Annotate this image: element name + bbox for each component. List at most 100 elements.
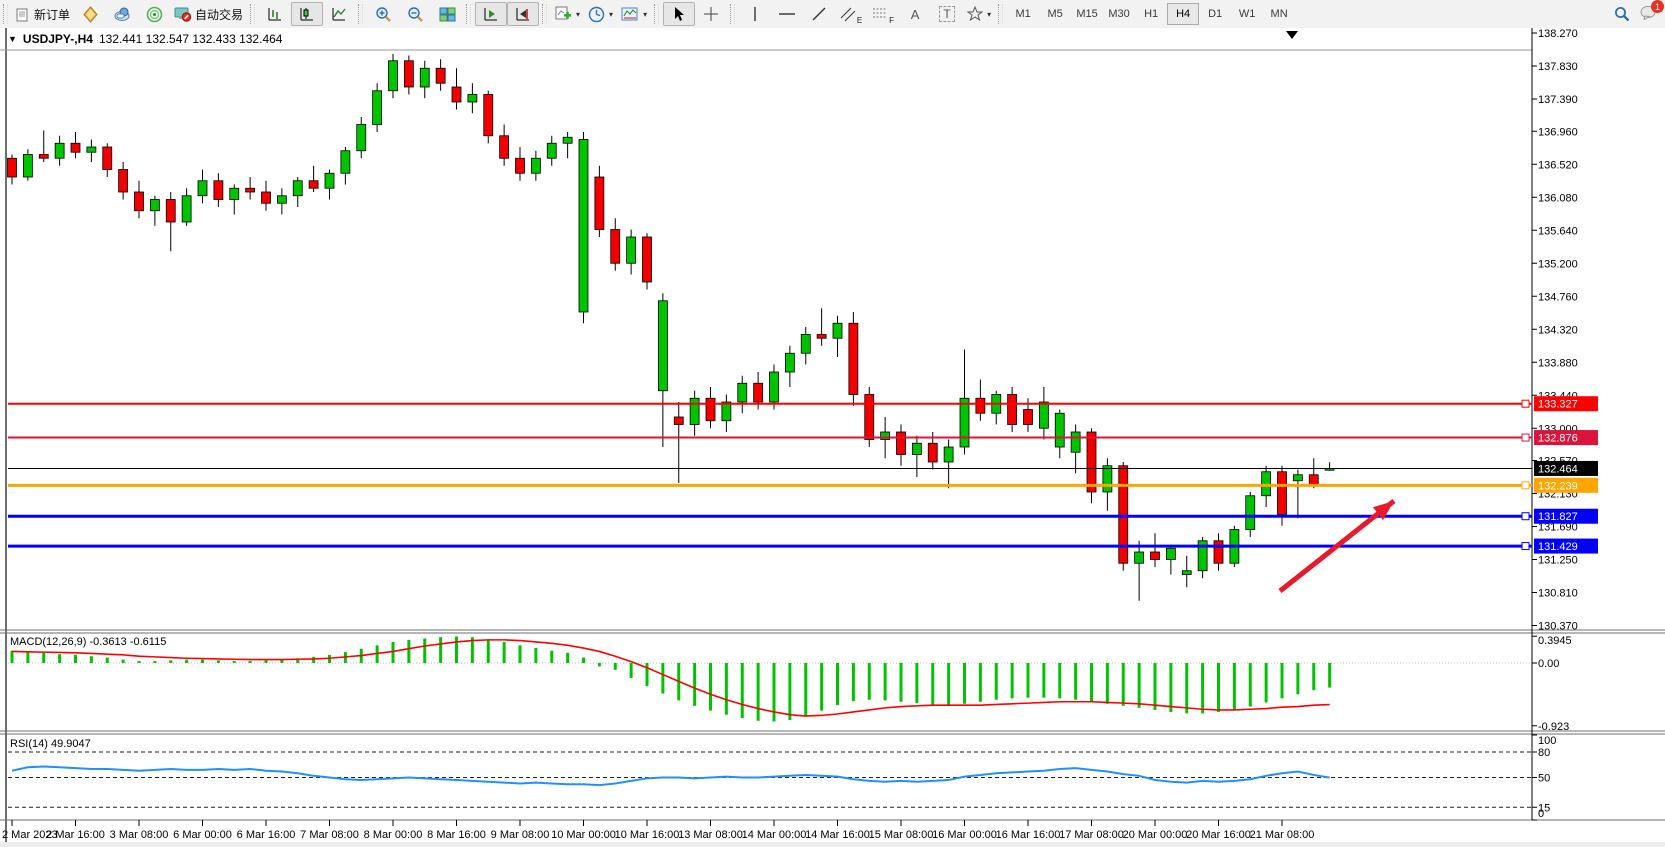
- crosshair-tool-button[interactable]: [695, 2, 727, 26]
- candle-body: [1261, 471, 1272, 497]
- svg-text:131.429: 131.429: [1538, 541, 1578, 553]
- candle-body: [546, 142, 557, 159]
- annotation-arrow[interactable]: [1278, 499, 1396, 593]
- timeframe-m5[interactable]: M5: [1047, 8, 1063, 20]
- new-chart-button[interactable]: ▾: [551, 2, 584, 26]
- fibonacci-tool-button[interactable]: F: [867, 2, 899, 26]
- candle-body: [372, 90, 383, 125]
- line-anchor-handle[interactable]: [1521, 399, 1530, 408]
- vertical-line-tool-button[interactable]: [739, 2, 771, 26]
- text-tool-button[interactable]: A: [899, 2, 931, 26]
- trendline-tool-button[interactable]: [803, 2, 835, 26]
- template-button[interactable]: ▾: [617, 2, 651, 26]
- search-icon[interactable]: [1614, 6, 1630, 22]
- candle-body: [1213, 540, 1224, 564]
- svg-text:2 Mar 16:00: 2 Mar 16:00: [46, 829, 105, 841]
- equidistant-channel-tool-button[interactable]: E: [835, 2, 867, 26]
- market-watch-button[interactable]: [74, 2, 106, 26]
- tile-windows-button[interactable]: [431, 2, 463, 26]
- zoom-in-button[interactable]: [367, 2, 399, 26]
- timeframe-d1[interactable]: D1: [1208, 8, 1223, 20]
- candle-body: [769, 371, 779, 403]
- line-anchor-handle[interactable]: [1521, 481, 1530, 490]
- candle-body: [975, 397, 986, 414]
- toolbar-grip[interactable]: [358, 4, 364, 24]
- candle-body: [7, 157, 17, 178]
- timeframe-h4[interactable]: H4: [1167, 3, 1200, 25]
- candle-body: [54, 142, 65, 159]
- chart-title-bar: ▼ USDJPY-,H4 132.441 132.547 132.433 132…: [8, 32, 282, 46]
- candlestick-mode-button[interactable]: [291, 2, 324, 26]
- line-anchor-handle[interactable]: [1521, 512, 1530, 521]
- period-button[interactable]: ▾: [584, 2, 617, 26]
- svg-text:15: 15: [1538, 802, 1550, 814]
- svg-text:134.320: 134.320: [1538, 324, 1578, 336]
- auto-scroll-icon: [484, 8, 498, 21]
- chart-canvas[interactable]: 138.270 137.830 137.390 136.960 136.520 136.0…: [0, 28, 1665, 847]
- cursor-tool-button[interactable]: [663, 2, 696, 26]
- candle-body: [784, 352, 795, 373]
- template-icon: [621, 7, 638, 20]
- svg-text:80: 80: [1538, 747, 1550, 759]
- channel-icon: [840, 7, 856, 22]
- dropdown-arrow-icon[interactable]: ▾: [576, 9, 581, 19]
- text-label-tool-button[interactable]: T: [931, 2, 963, 26]
- toolbar-grip[interactable]: [998, 4, 1004, 24]
- toolbar-grip[interactable]: [730, 4, 736, 24]
- channel-suffix: E: [856, 16, 863, 25]
- svg-text:137.830: 137.830: [1538, 61, 1578, 73]
- svg-text:134.760: 134.760: [1538, 291, 1578, 303]
- zoom-out-button[interactable]: [399, 2, 431, 26]
- candle-body: [1038, 401, 1049, 429]
- bar-chart-mode-button[interactable]: [259, 2, 291, 26]
- new-order-button[interactable]: 新订单: [12, 2, 74, 26]
- line-anchor-handle[interactable]: [1521, 433, 1530, 442]
- price-level-badge: [1534, 396, 1598, 412]
- dropdown-arrow-icon[interactable]: ▾: [987, 9, 992, 19]
- toolbar-grip[interactable]: [466, 4, 472, 24]
- candle-body: [1197, 540, 1208, 572]
- candle-body: [435, 67, 446, 84]
- dropdown-arrow-icon[interactable]: ▾: [609, 9, 614, 19]
- toolbar-grip[interactable]: [654, 4, 660, 24]
- chart-menu-arrow-icon[interactable]: ▼: [8, 34, 17, 44]
- auto-trading-button[interactable]: 自动交易: [170, 2, 247, 26]
- chart-shift-button[interactable]: [507, 2, 540, 26]
- timeframe-w1[interactable]: W1: [1238, 8, 1256, 20]
- arrows-tool-button[interactable]: ▾: [963, 2, 995, 26]
- candle-body: [308, 180, 319, 189]
- svg-text:136.520: 136.520: [1538, 159, 1578, 171]
- notifications-button[interactable]: 1: [1640, 0, 1664, 23]
- dropdown-arrow-icon[interactable]: ▾: [643, 9, 648, 19]
- toolbar-grip[interactable]: [542, 4, 548, 24]
- toolbar-grip[interactable]: [3, 4, 8, 24]
- auto-scroll-button[interactable]: [475, 2, 508, 26]
- svg-text:0.3945: 0.3945: [1538, 635, 1572, 647]
- timeframe-m15[interactable]: M15: [1076, 8, 1098, 20]
- bar-chart-icon: [268, 8, 282, 21]
- candle-body: [832, 322, 843, 339]
- candle-body: [197, 180, 208, 197]
- candle-body: [403, 60, 414, 88]
- chart-shift-marker-icon[interactable]: [1286, 31, 1298, 39]
- timeframe-m30[interactable]: M30: [1108, 8, 1130, 20]
- line-chart-mode-button[interactable]: [323, 2, 355, 26]
- candle-body: [1134, 551, 1145, 564]
- candle-body: [896, 431, 906, 455]
- candle-body: [324, 172, 335, 189]
- toolbar-grip[interactable]: [250, 4, 256, 24]
- candle-body: [292, 180, 303, 197]
- horizontal-line-tool-button[interactable]: [771, 2, 803, 26]
- timeframe-mn[interactable]: MN: [1270, 8, 1288, 20]
- chart-symbol-period: USDJPY-,H4: [22, 32, 93, 46]
- candle-body: [86, 146, 97, 153]
- navigator-button[interactable]: [138, 2, 170, 26]
- data-window-button[interactable]: [106, 2, 138, 26]
- timeframe-m1[interactable]: M1: [1015, 8, 1031, 20]
- candle-body: [610, 229, 621, 264]
- svg-text:133.880: 133.880: [1538, 357, 1578, 369]
- line-anchor-handle[interactable]: [1521, 542, 1530, 551]
- timeframe-h1[interactable]: H1: [1144, 8, 1159, 20]
